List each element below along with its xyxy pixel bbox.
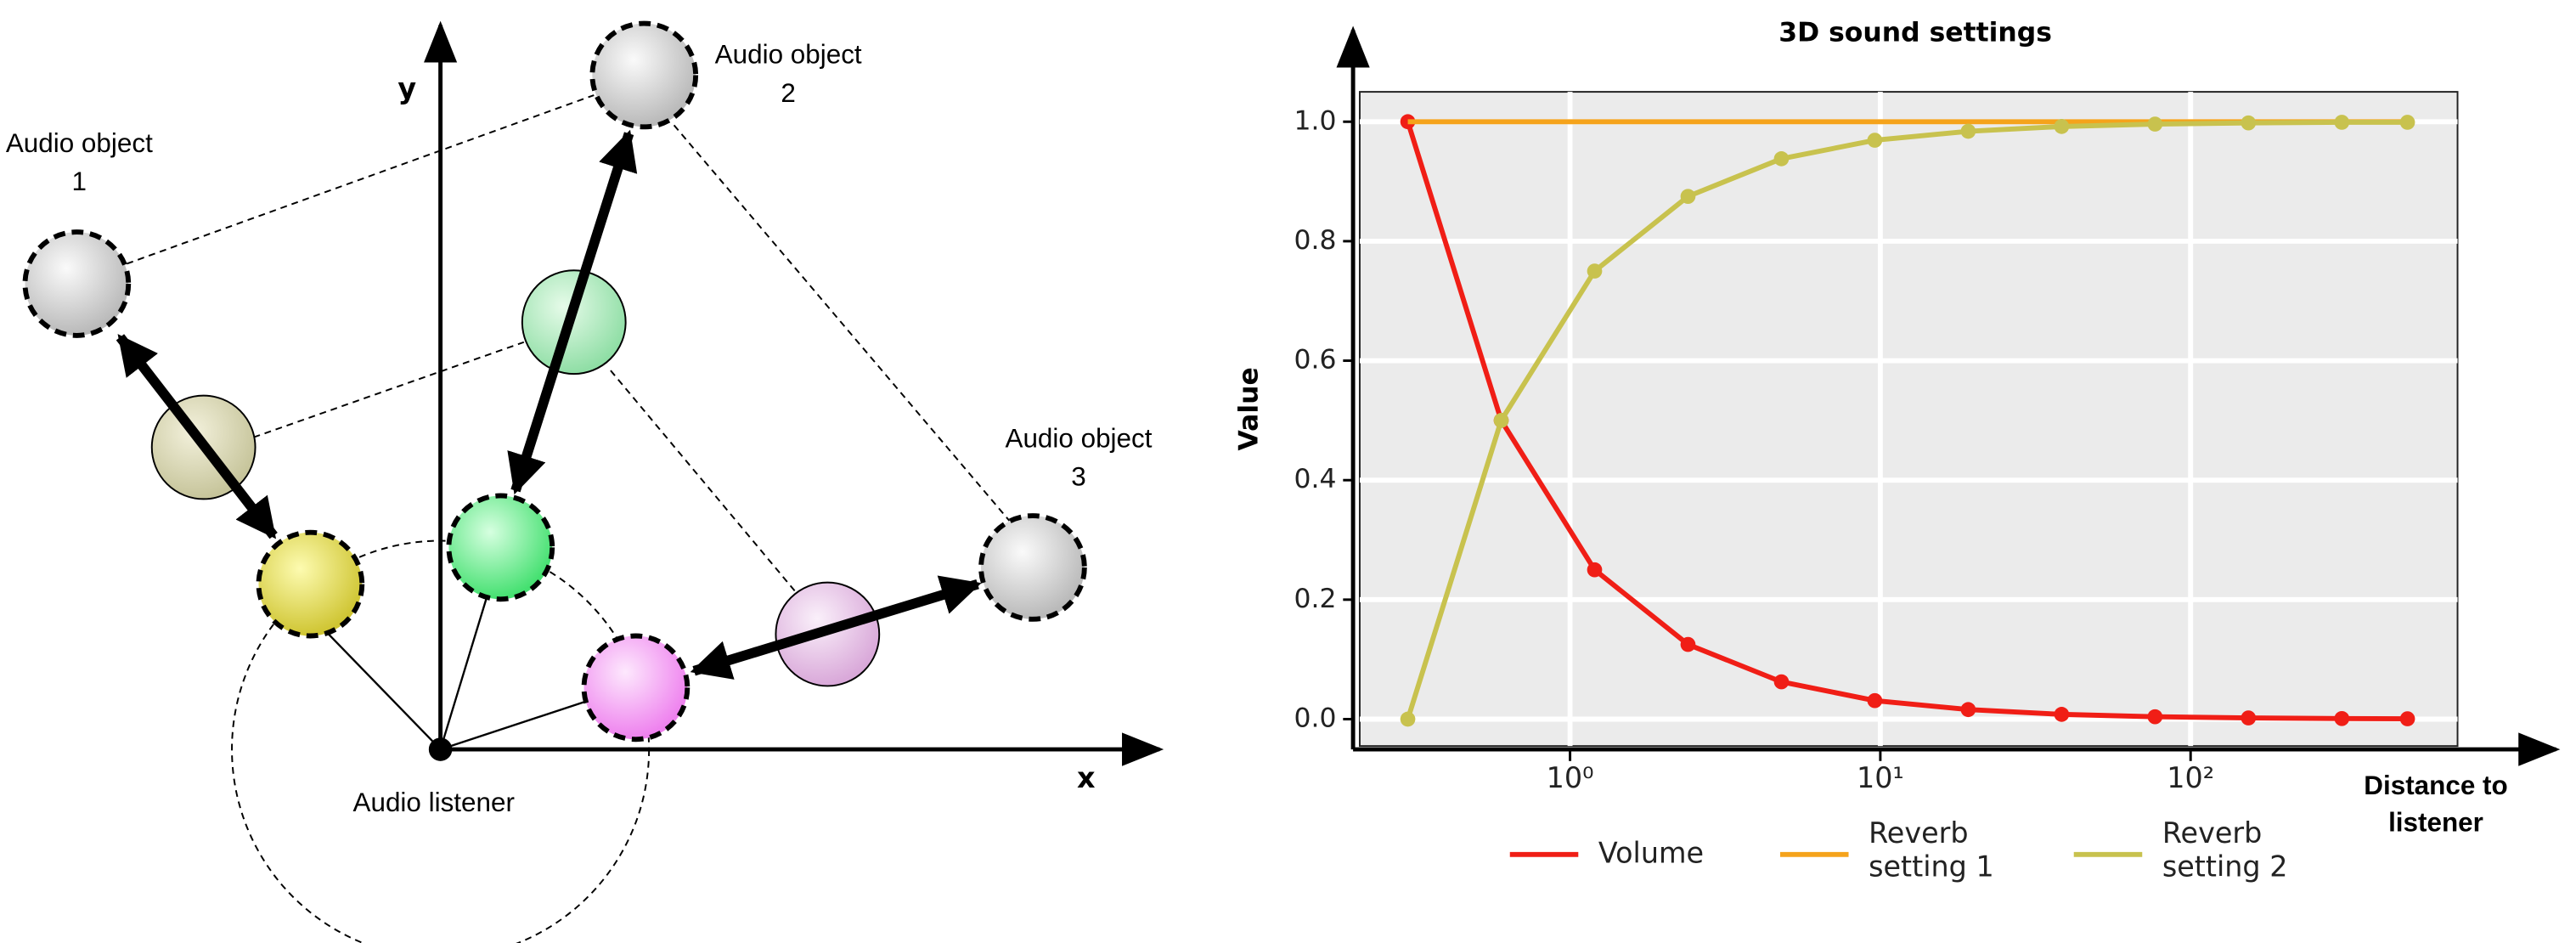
move-arrow — [507, 129, 638, 495]
point — [2241, 115, 2257, 131]
object-label: Audio object 1 — [5, 130, 153, 197]
y-tick-label: 0.8 — [1294, 225, 1336, 256]
y-tick-label: 0.2 — [1294, 584, 1336, 614]
y-tick-label: 0.4 — [1294, 464, 1336, 494]
link — [326, 631, 442, 750]
point — [2147, 709, 2163, 725]
legend-box: Volume — [1598, 838, 1705, 872]
point — [1773, 674, 1790, 690]
object-label: Audio object 3 — [1005, 425, 1153, 493]
y-axis-title: Value — [1233, 367, 1264, 450]
point — [1960, 702, 1976, 718]
point — [1680, 636, 1696, 652]
axis-label: x — [1077, 761, 1096, 794]
diagram: Audio object 1 Audio object 2 Audio obje… — [5, 20, 1164, 943]
point — [2399, 115, 2415, 130]
x-tick-label: 10¹ — [1857, 761, 1904, 794]
point — [1493, 413, 1509, 428]
x-axis-title: Distance to listener — [2364, 772, 2508, 839]
sphere — [22, 229, 132, 338]
sphere — [256, 529, 365, 639]
listener-dot — [428, 737, 453, 761]
y-tick-label: 0.0 — [1294, 703, 1336, 733]
plot-area — [1358, 91, 2459, 748]
sphere — [581, 633, 691, 743]
chart: 3D sound settings Value Distance to list… — [1233, 17, 2561, 885]
point — [1400, 711, 1416, 727]
sphere — [978, 513, 1087, 622]
label-box: Audio listener — [352, 789, 515, 818]
point — [1960, 123, 1976, 139]
point — [2241, 710, 2257, 726]
point — [2054, 707, 2070, 722]
label-box: Audio object 2 — [714, 42, 862, 109]
legend-label: Reverb setting 2 — [2162, 817, 2288, 885]
link — [439, 596, 488, 750]
sphere — [446, 493, 555, 602]
y-tick-label: 1.0 — [1294, 105, 1336, 136]
sphere — [589, 20, 699, 130]
point — [1867, 692, 1883, 709]
label-box: Audio object 1 — [5, 130, 153, 197]
point — [1680, 189, 1696, 205]
object-label: Audio object 2 — [714, 42, 862, 109]
series-line — [1405, 120, 2408, 720]
move-arrow — [116, 334, 278, 539]
point — [2147, 116, 2163, 132]
chart-title: 3D sound settings — [1778, 17, 2052, 48]
point — [2334, 710, 2350, 726]
point — [1773, 151, 1790, 167]
axis-label: y — [397, 72, 416, 105]
point — [1400, 114, 1416, 130]
guide-line — [673, 124, 1011, 522]
legend-box: Reverb setting 1 — [1869, 817, 1994, 885]
point — [2334, 115, 2350, 130]
series-line — [1405, 121, 2408, 722]
point — [2054, 119, 2070, 134]
x-tick-label: 10² — [2167, 761, 2214, 794]
point — [1587, 562, 1603, 578]
x-tick-label: 10⁰ — [1547, 761, 1594, 794]
link — [440, 699, 588, 751]
y-tick-label: 0.6 — [1294, 345, 1336, 376]
legend-label: Reverb setting 1 — [1869, 817, 1994, 885]
guide-line — [253, 341, 525, 438]
point — [2399, 711, 2415, 726]
guide-line — [126, 94, 595, 265]
point — [1867, 133, 1883, 148]
legend-label: Volume — [1598, 838, 1705, 872]
legend-box: Reverb setting 2 — [2162, 817, 2288, 885]
label-box: Distance to listener — [2364, 772, 2508, 839]
listener-label: Audio listener — [352, 789, 515, 818]
point — [1587, 263, 1603, 279]
move-arrow — [690, 575, 982, 680]
guide-line — [610, 370, 798, 596]
label-box: Audio object 3 — [1005, 425, 1153, 493]
